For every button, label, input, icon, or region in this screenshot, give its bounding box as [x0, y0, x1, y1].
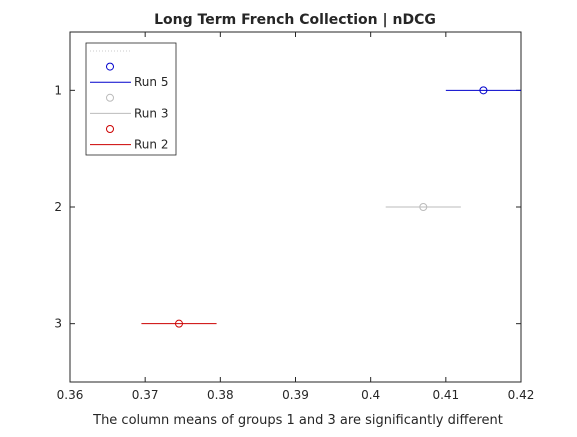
y-tick-label: 1 — [54, 83, 62, 97]
x-tick-label: 0.37 — [132, 388, 159, 402]
x-axis-ticks: 0.36 0.37 0.38 0.39 0.4 0.41 0.42 — [57, 32, 535, 402]
y-tick-label: 2 — [54, 200, 62, 214]
y-tick-label: 3 — [54, 317, 62, 331]
legend-marker — [106, 62, 114, 71]
chart-title: Long Term French Collection | nDCG — [154, 12, 436, 28]
x-tick-label: 0.4 — [361, 388, 380, 402]
x-axis-label: The column means of groups 1 and 3 are s… — [92, 413, 503, 428]
x-tick-label: 0.36 — [57, 388, 84, 402]
legend-label: Run 2 — [134, 138, 168, 152]
group-1-mean-marker — [479, 86, 488, 95]
group-2-mean-marker — [419, 203, 428, 211]
x-tick-label: 0.38 — [207, 388, 234, 402]
legend-marker — [106, 125, 114, 133]
legend: Run 5 Run 3 Run 2 — [85, 42, 177, 156]
x-tick-label: 0.42 — [508, 388, 535, 402]
x-tick-label: 0.41 — [432, 388, 459, 402]
group-intervals — [141, 86, 521, 328]
x-tick-label: 0.39 — [282, 388, 309, 402]
legend-label: Run 3 — [134, 106, 168, 120]
group-3-mean-marker — [174, 319, 183, 328]
legend-box — [85, 42, 177, 156]
legend-label: Run 5 — [134, 75, 168, 89]
legend-marker — [106, 93, 114, 102]
